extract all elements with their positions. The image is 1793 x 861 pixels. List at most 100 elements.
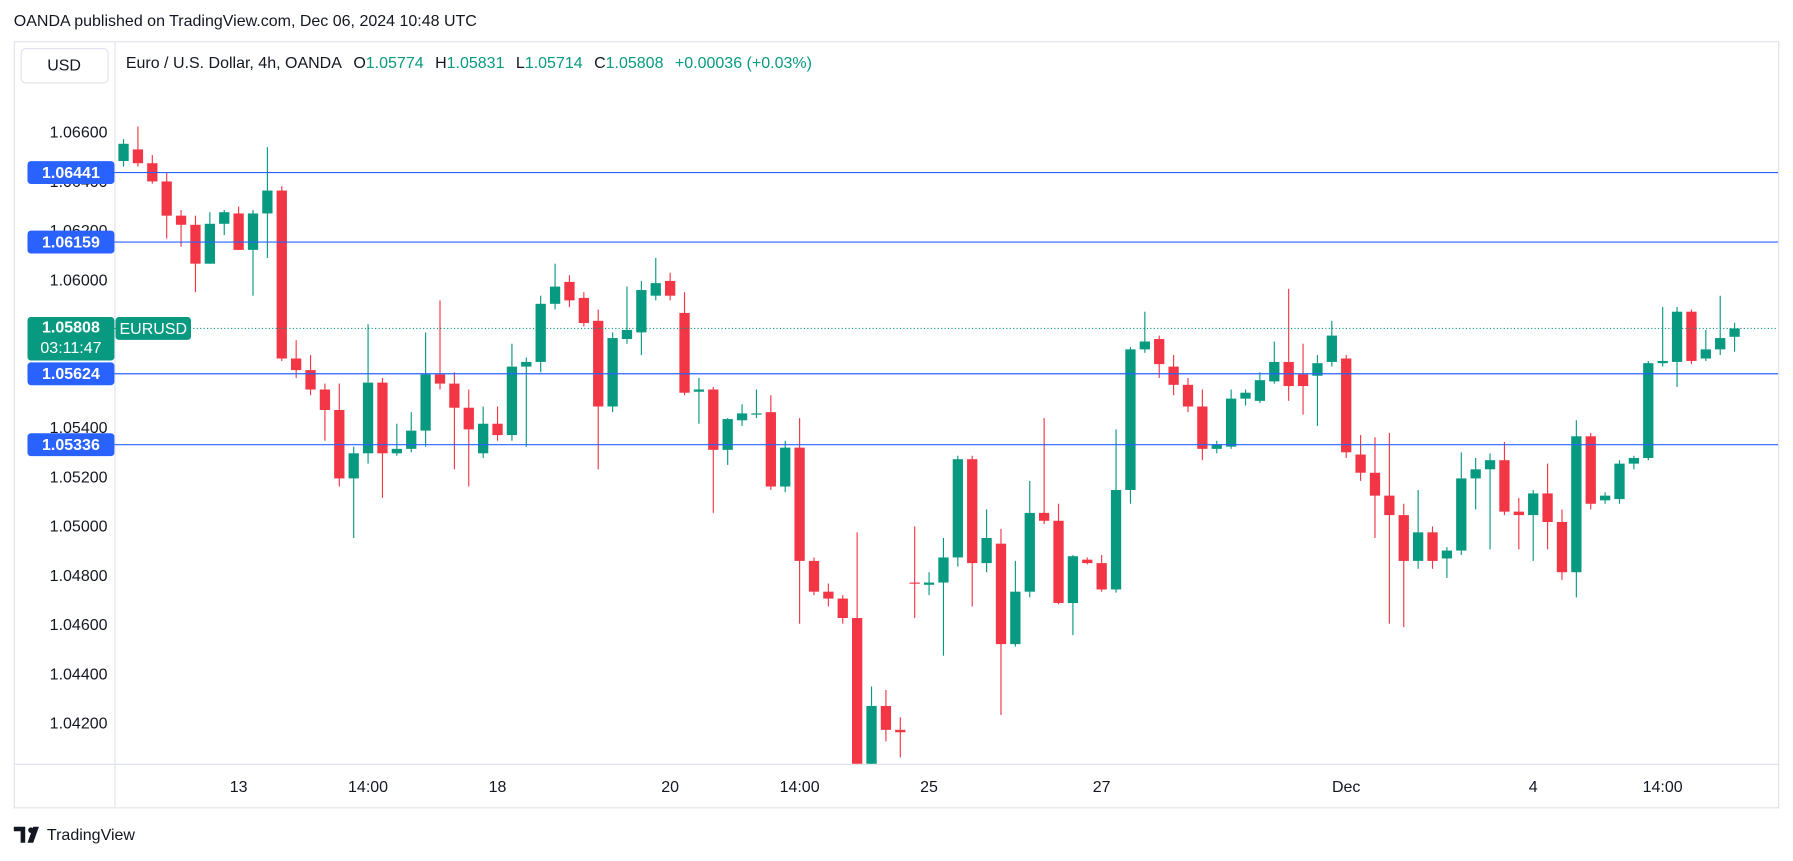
candle-body [132, 149, 144, 164]
x-tick-label: 14:00 [1643, 779, 1683, 796]
candle-body [406, 430, 417, 449]
candle-body [1715, 338, 1726, 350]
candle-body [1686, 311, 1697, 361]
candle-body [808, 560, 820, 592]
candle-body [1067, 556, 1079, 604]
chart-frame [13, 41, 1780, 809]
y-tick-label: 1.04400 [50, 666, 108, 683]
candle-body [1513, 511, 1524, 516]
horizontal-line-label-box [27, 161, 115, 185]
candle-body [449, 383, 460, 408]
x-tick-label: 13 [230, 779, 248, 796]
candle-body [823, 591, 834, 599]
candle-body [938, 557, 949, 583]
legend: Euro / U.S. Dollar, 4h, OANDA O1.05774 H1.… [126, 55, 812, 72]
horizontal-line-label: 1.05624 [42, 366, 100, 383]
candle-body [1614, 463, 1625, 500]
candle-body [895, 729, 906, 733]
candle-body [1225, 398, 1237, 447]
candle-body [1398, 515, 1409, 561]
candle-body [1269, 361, 1280, 382]
candle-body [1341, 358, 1352, 453]
candle-body [578, 297, 589, 324]
candle-body [276, 190, 287, 359]
candle-body [1585, 436, 1596, 504]
x-tick-label: Dec [1332, 779, 1360, 796]
footer-logo [13, 826, 39, 843]
candle-body [794, 447, 805, 561]
candle-body [1729, 328, 1740, 337]
y-tick-label: 1.04200 [50, 716, 108, 733]
candle-body [1528, 493, 1539, 516]
candle-body [420, 374, 431, 431]
legend-change: +0.00036 (+0.03%) [675, 55, 812, 72]
candle-body [291, 358, 302, 371]
candle-body [219, 212, 230, 224]
y-tick-label: 1.05000 [50, 519, 108, 536]
last-price-label-box [27, 317, 115, 361]
candle-body [1470, 469, 1481, 479]
candle-body [1297, 374, 1309, 387]
legend-high: 1.05831 [447, 55, 505, 72]
candle-body [650, 283, 661, 296]
candle-body [1240, 392, 1251, 399]
candle-body [1643, 363, 1654, 458]
candle-body [1456, 478, 1467, 551]
candle-body [851, 618, 863, 764]
candle-body [1556, 521, 1568, 573]
candle-body [866, 705, 877, 764]
candle-body [837, 598, 848, 619]
candle-body [1139, 341, 1150, 350]
candle-body [679, 312, 690, 393]
candle-body [923, 582, 935, 585]
candle-body [1024, 512, 1035, 592]
candle-body [492, 423, 503, 436]
header-title: OANDA published on TradingView.com, Dec … [14, 13, 477, 30]
horizontal-line-label: 1.06159 [42, 234, 100, 251]
x-tick-label: 25 [920, 779, 938, 796]
legend-symbol: Euro / U.S. Dollar, 4h, OANDA [126, 55, 342, 72]
legend-o: O [353, 55, 365, 72]
candle-body [1082, 559, 1093, 564]
x-tick-label: 27 [1093, 779, 1111, 796]
candle-body [967, 459, 978, 564]
legend-open: 1.05774 [366, 55, 424, 72]
candle-body [204, 223, 215, 264]
candle-body [1427, 532, 1438, 561]
candle-body [1412, 532, 1424, 561]
candle-body [1110, 489, 1122, 590]
x-tick-label: 14:00 [348, 779, 388, 796]
candle-body [1010, 591, 1021, 645]
y-tick-label: 1.06600 [50, 125, 108, 142]
symbol-label-box [115, 317, 192, 340]
horizontal-line-label: 1.05336 [42, 437, 100, 454]
candle-body [780, 447, 791, 487]
y-tick-label: 1.05200 [50, 469, 108, 486]
candle-body [348, 453, 359, 479]
legend-low: 1.05714 [525, 55, 583, 72]
candle-body [1671, 311, 1683, 362]
overlay: 1.04200 1.04400 1.04600 1.04800 1.05000 1.052… [27, 125, 1779, 796]
x-tick-label: 4 [1529, 779, 1538, 796]
candle-body [175, 215, 187, 225]
candle-body [1312, 363, 1323, 376]
candle-body [319, 389, 331, 410]
candle-body [952, 459, 963, 558]
x-tick-label: 14:00 [780, 779, 820, 796]
x-tick-label: 18 [489, 779, 507, 796]
x-tick-label: 20 [661, 779, 679, 796]
candle-body [161, 181, 172, 216]
legend-c: C [594, 55, 606, 72]
candle-body [880, 705, 892, 730]
candle-body [708, 389, 719, 450]
candle-body [736, 413, 748, 421]
candle-body [1542, 493, 1553, 522]
currency-button[interactable] [20, 48, 109, 84]
candle-body [391, 448, 402, 454]
y-tick-label: 1.04800 [50, 568, 108, 585]
candle-body [909, 582, 920, 584]
candle-body [1384, 495, 1395, 516]
last-price-label: 1.05808 [42, 320, 100, 337]
